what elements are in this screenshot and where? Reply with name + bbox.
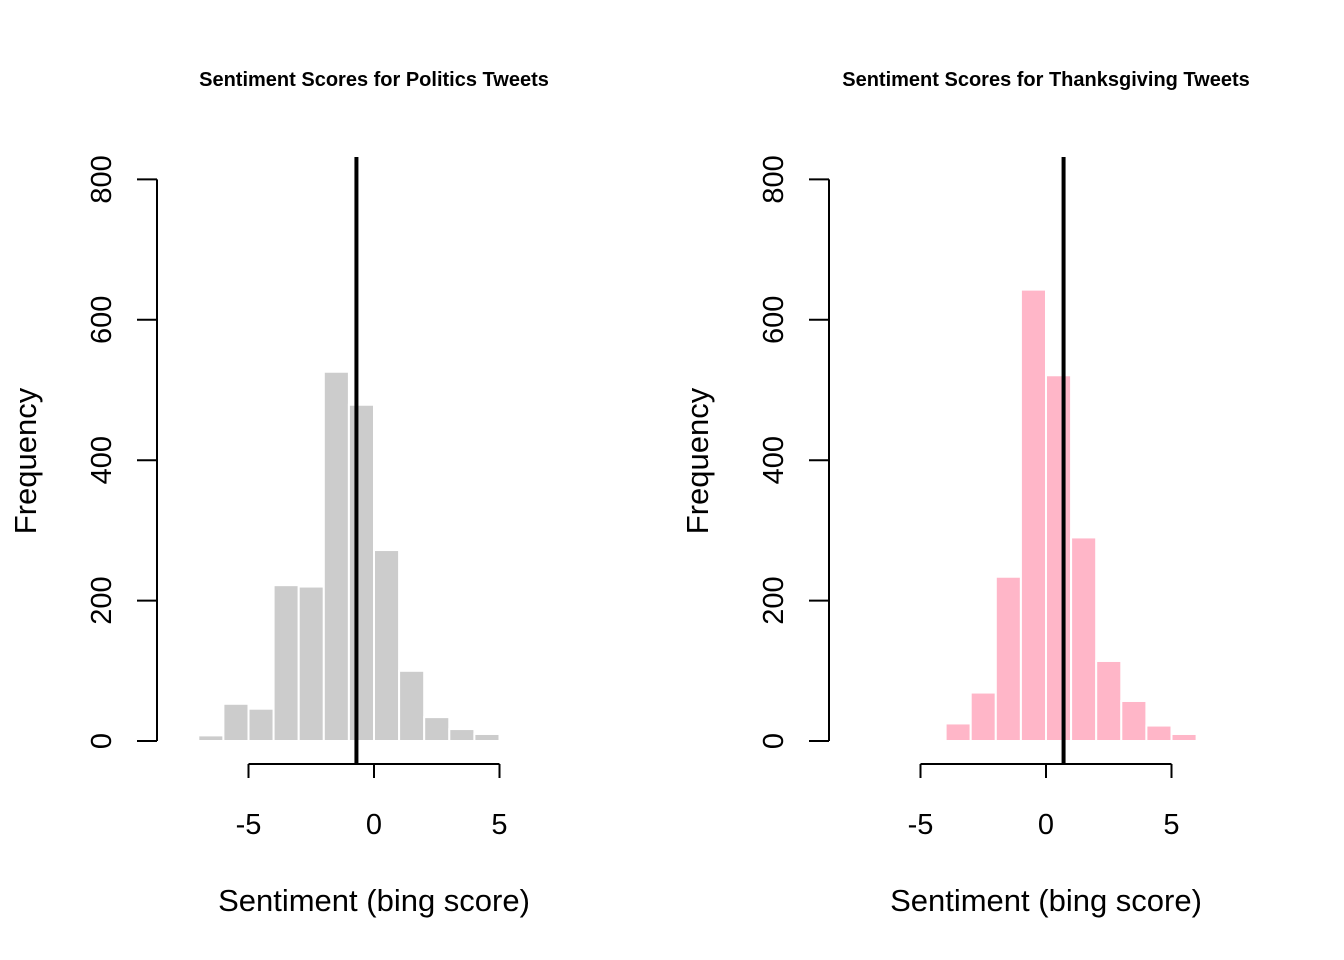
histogram-bar xyxy=(322,370,350,742)
y-tick-label: 400 xyxy=(758,436,790,484)
x-tick-label: 5 xyxy=(1163,809,1179,841)
histogram-bar xyxy=(222,702,250,743)
histogram-bar xyxy=(197,734,225,742)
x-tick-label: 0 xyxy=(366,809,382,841)
x-tick-label: -5 xyxy=(908,809,934,841)
y-tick-label: 400 xyxy=(86,436,118,484)
y-tick-label: 800 xyxy=(86,155,118,203)
histogram-bar xyxy=(423,716,451,743)
y-tick-label: 800 xyxy=(758,155,790,203)
chart-title: Sentiment Scores for Thanksgiving Tweets xyxy=(842,69,1250,91)
y-axis: 0 200 400 600 800 xyxy=(758,155,830,749)
histogram-bar xyxy=(1045,374,1073,742)
histogram-bar xyxy=(448,728,476,742)
x-axis-label: Sentiment (bing score) xyxy=(218,883,530,918)
y-axis-label: Frequency xyxy=(8,387,43,534)
y-tick-label: 600 xyxy=(86,296,118,344)
histogram-bar xyxy=(297,585,325,742)
y-tick-label: 600 xyxy=(758,296,790,344)
histogram-bar xyxy=(1170,732,1198,742)
histogram-bar xyxy=(398,669,426,742)
thanksgiving-histogram-panel: Sentiment Scores for Thanksgiving Tweets… xyxy=(680,69,1250,918)
x-axis: -5 0 5 xyxy=(908,763,1180,841)
x-tick-label: -5 xyxy=(236,809,262,841)
x-axis: -5 0 5 xyxy=(236,763,508,841)
y-tick-label: 200 xyxy=(758,576,790,624)
chart-title: Sentiment Scores for Politics Tweets xyxy=(199,69,549,91)
bars-group xyxy=(197,370,501,743)
y-tick-label: 0 xyxy=(758,733,790,749)
histogram-bar xyxy=(944,722,972,743)
histogram-bar xyxy=(1095,659,1123,742)
politics-histogram-panel: Sentiment Scores for Politics Tweets Sen… xyxy=(8,69,549,918)
histogram-bar xyxy=(994,575,1022,742)
histogram-bar xyxy=(247,707,275,743)
histogram-bar xyxy=(272,584,300,742)
histogram-bar xyxy=(1145,724,1173,743)
histogram-bar xyxy=(373,549,401,743)
histogram-bar xyxy=(1070,536,1098,742)
histogram-bar xyxy=(473,732,501,742)
y-tick-label: 200 xyxy=(86,576,118,624)
y-axis-label: Frequency xyxy=(680,387,715,534)
x-tick-label: 0 xyxy=(1038,809,1054,841)
y-tick-label: 0 xyxy=(86,733,118,749)
y-axis: 0 200 400 600 800 xyxy=(86,155,158,749)
bars-group xyxy=(919,288,1198,743)
histogram-bar xyxy=(347,403,375,742)
histogram-bar xyxy=(919,738,947,743)
histogram-bar xyxy=(1019,288,1048,742)
x-tick-label: 5 xyxy=(491,809,507,841)
x-axis-label: Sentiment (bing score) xyxy=(890,883,1202,918)
histogram-bar xyxy=(1120,699,1148,743)
histogram-bar xyxy=(969,691,997,743)
